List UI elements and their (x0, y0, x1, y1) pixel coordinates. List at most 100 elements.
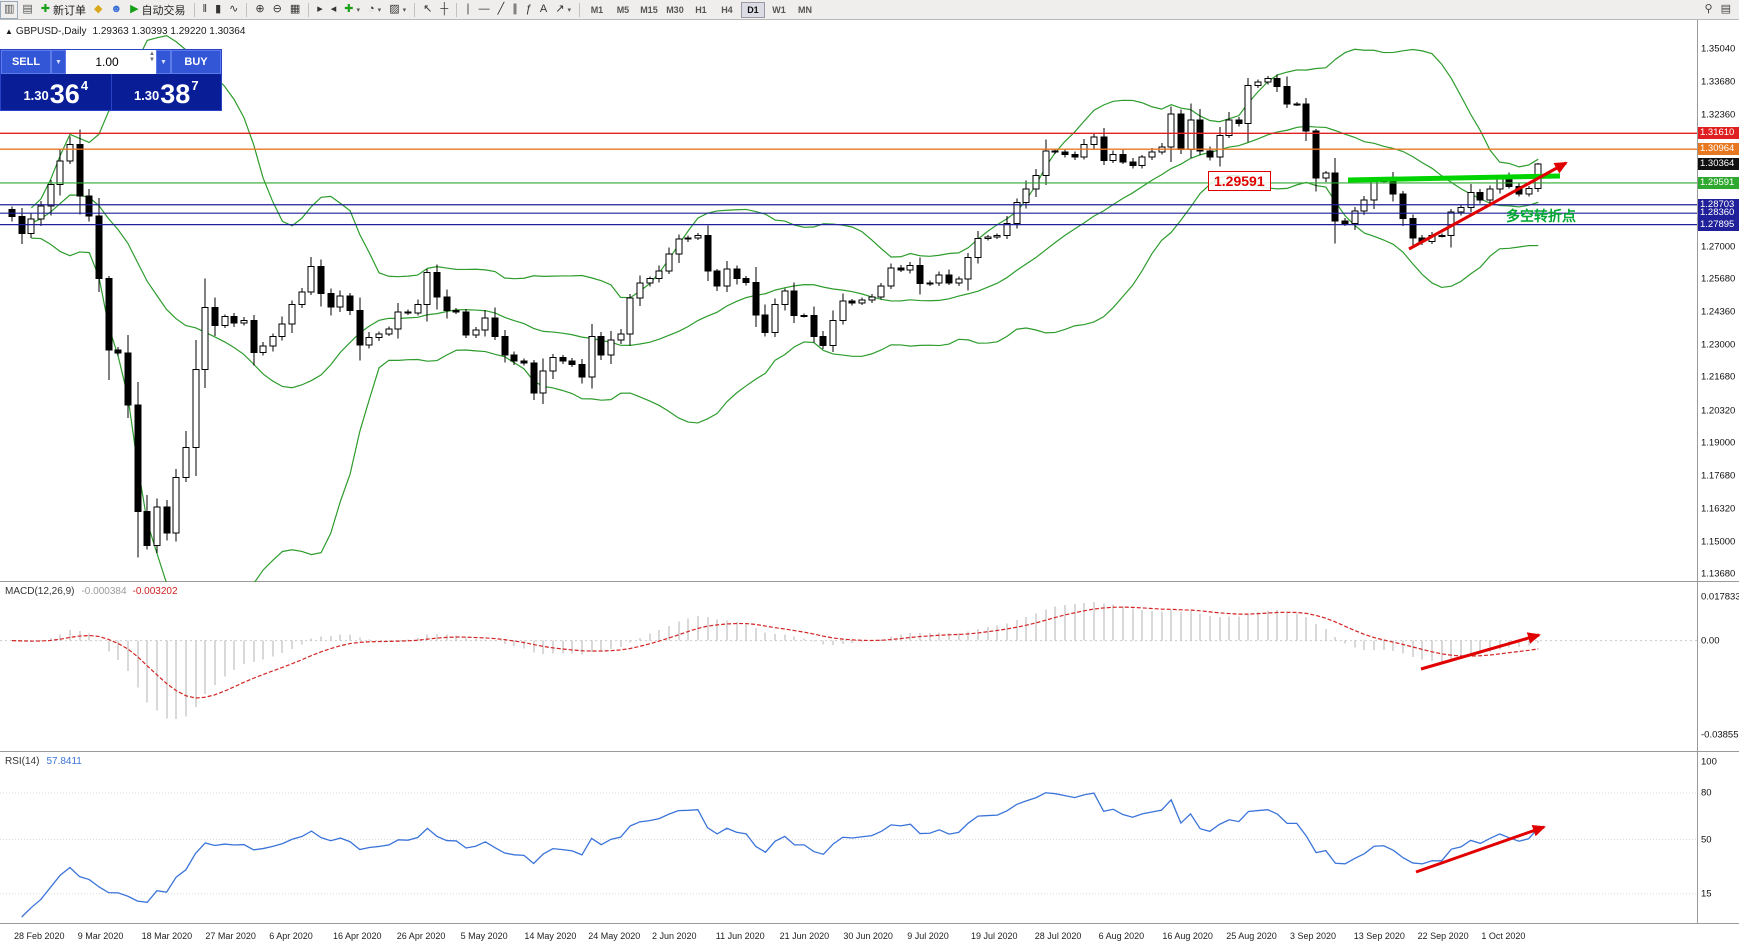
auto-scroll-icon[interactable]: ▸ (313, 1, 327, 19)
toolbar-separator (456, 2, 458, 17)
trend-arrow-annotation[interactable] (1408, 161, 1568, 251)
trend-arrow-annotation[interactable] (1420, 632, 1541, 671)
price-tick-label: 1.23000 (1701, 339, 1736, 351)
support-line-annotation[interactable] (1347, 173, 1561, 183)
crosshair-glyph: ┼ (440, 3, 449, 15)
candlestick-series (8, 74, 1542, 558)
date-label: 6 Apr 2020 (269, 931, 313, 941)
rsi-panel: RSI(14) 57.8411 100 80 50 15 (0, 752, 1739, 924)
sell-button[interactable]: SELL (1, 50, 51, 74)
arrows-icon[interactable]: ↗ ▾ (551, 1, 575, 19)
fibonacci-icon[interactable]: ƒ (522, 1, 536, 19)
trendline-icon[interactable]: ╱ (494, 1, 509, 19)
timeframe-h4[interactable]: H4 (715, 2, 739, 18)
metaeditor-glyph: ◆ (94, 3, 103, 15)
price-tick-label: 1.16320 (1701, 503, 1736, 515)
sell-options-dropdown[interactable]: ▼ (51, 50, 66, 74)
timeframe-mn[interactable]: MN (793, 2, 817, 18)
buy-button[interactable]: BUY (171, 50, 221, 74)
date-label: 9 Jul 2020 (907, 931, 949, 941)
tile-windows-icon[interactable]: ▦ (286, 1, 304, 19)
rsi-line (21, 792, 1539, 918)
macd-tick-label: -0.038559 (1701, 729, 1739, 741)
search-icon[interactable]: ⚲ (1701, 1, 1717, 19)
toolbar-separator (578, 2, 580, 17)
time-axis[interactable]: 28 Feb 2020 9 Mar 2020 18 Mar 2020 27 Mar 2… (0, 924, 1739, 949)
new-order-button-label: 新订单 (53, 4, 87, 17)
vertical-line-icon[interactable]: ∣ (461, 1, 475, 19)
price-tick-label: 1.13680 (1701, 568, 1736, 580)
zoom-in-icon[interactable]: ⊕ (251, 1, 268, 19)
buy-price-prefix: 1.30 (133, 88, 160, 103)
volume-input[interactable] (66, 54, 156, 70)
line-chart-icon[interactable]: ∿ (225, 1, 242, 19)
buy-options-dropdown[interactable]: ▼ (156, 50, 171, 74)
date-label: 6 Aug 2020 (1098, 931, 1145, 941)
level-price-label: 1.29591 (1698, 176, 1739, 189)
turning-point-annotation[interactable]: 多空转折点 (1506, 208, 1576, 224)
horizontal-line-icon[interactable]: — (475, 1, 494, 19)
macd-canvas (0, 601, 1697, 720)
timeframe-m15[interactable]: M15 (637, 2, 661, 18)
macd-signal-value: -0.003202 (132, 586, 178, 597)
trend-arrow-annotation[interactable] (1415, 824, 1546, 874)
rsi-value: 57.8411 (46, 756, 82, 767)
timeframe-m5[interactable]: M5 (611, 2, 635, 18)
add-indicator-button[interactable]: ✚ ▾ (340, 1, 364, 19)
text-icon[interactable]: A (536, 1, 551, 19)
volume-spinner[interactable]: ▲ ▼ (149, 51, 155, 63)
line-chart-glyph: ∿ (229, 3, 239, 15)
candlestick-chart-glyph: ▮ (215, 3, 222, 15)
metaeditor-icon[interactable]: ◆ (90, 1, 106, 19)
bar-chart-glyph: ‖ (202, 3, 208, 15)
auto-trading-button[interactable]: ▶ 自动交易 (126, 1, 189, 19)
templates-glyph: ▨ (389, 3, 400, 15)
bollinger-middle-band (31, 125, 1539, 389)
macd-signal-line (11, 606, 1539, 699)
chart-shift-icon[interactable]: ◂ (327, 1, 341, 19)
new-chart-icon[interactable]: ▥ (0, 0, 19, 19)
data-window-icon[interactable]: ▤ (1717, 1, 1735, 19)
price-tick-label: 1.15000 (1701, 536, 1736, 548)
volume-box: ▲▼ (66, 50, 156, 74)
timeframe-group: M1 M5 M15 M30 H1 H4 D1 W1 MN (584, 1, 818, 18)
cursor-icon[interactable]: ↖ (419, 1, 436, 19)
candlestick-chart-icon[interactable]: ▮ (211, 1, 225, 19)
toolbar-separator (308, 2, 310, 17)
periods-button[interactable]: ◔ ▾ (364, 1, 385, 19)
date-label: 5 May 2020 (460, 931, 508, 941)
sell-price-prefix: 1.30 (23, 88, 49, 103)
timeframe-w1[interactable]: W1 (767, 2, 791, 18)
market-icon[interactable]: ☻ (107, 1, 127, 19)
zoom-out-icon[interactable]: ⊖ (269, 1, 286, 19)
crosshair-icon[interactable]: ┼ (436, 1, 452, 19)
timeframe-m30[interactable]: M30 (663, 2, 687, 18)
templates-button[interactable]: ▨ ▾ (385, 1, 410, 19)
bar-chart-icon[interactable]: ‖ (199, 1, 212, 19)
new-chart-glyph: ▥ (4, 3, 15, 15)
toolbar: ▥ ▤ ✚ 新订单 ◆ ☻ ▶ 自动交易 ‖ ▮ ∿ ⊕ ⊖ ▦ ▸ ◂ ✚ ▾ ◔ ▾ ▨ ▾ ↖ ┼ ∣ — ╱ ∥ ƒ A ↗ ▾ M1… (0, 0, 1739, 20)
buy-price-sup: 7 (191, 78, 199, 93)
buy-price[interactable]: 1.30 38 7 (110, 74, 222, 110)
ohlc-values: 1.29363 1.30393 1.29220 1.30364 (92, 26, 246, 37)
macd-tick-label: 0.017833 (1701, 591, 1739, 603)
date-label: 14 May 2020 (524, 931, 577, 941)
main-chart-panel: ▲ GBPUSD-,Daily 1.29363 1.30393 1.29220 1.… (0, 20, 1739, 582)
current-price-label: 1.30364 (1698, 157, 1739, 170)
timeframe-m1[interactable]: M1 (585, 2, 609, 18)
new-order-button[interactable]: ✚ 新订单 (37, 1, 90, 19)
text-glyph: A (539, 3, 548, 15)
date-label: 26 Apr 2020 (396, 931, 446, 941)
macd-name: MACD(12,26,9) (5, 586, 75, 597)
window-list-icon[interactable]: ▤ (18, 1, 36, 19)
timeframe-d1[interactable]: D1 (740, 1, 765, 18)
periods-glyph: ◔ (368, 3, 375, 15)
main-chart-canvas (0, 35, 1697, 582)
sell-price[interactable]: 1.30 36 4 (1, 74, 111, 110)
channel-icon[interactable]: ∥ (508, 1, 522, 19)
price-annotation-box[interactable]: 1.29591 (1208, 171, 1271, 191)
price-tick-label: 1.25680 (1701, 273, 1736, 285)
date-label: 9 Mar 2020 (77, 931, 124, 941)
timeframe-h1[interactable]: H1 (689, 2, 713, 18)
macd-panel: MACD(12,26,9) -0.000384 -0.003202 0.017833… (0, 582, 1739, 752)
